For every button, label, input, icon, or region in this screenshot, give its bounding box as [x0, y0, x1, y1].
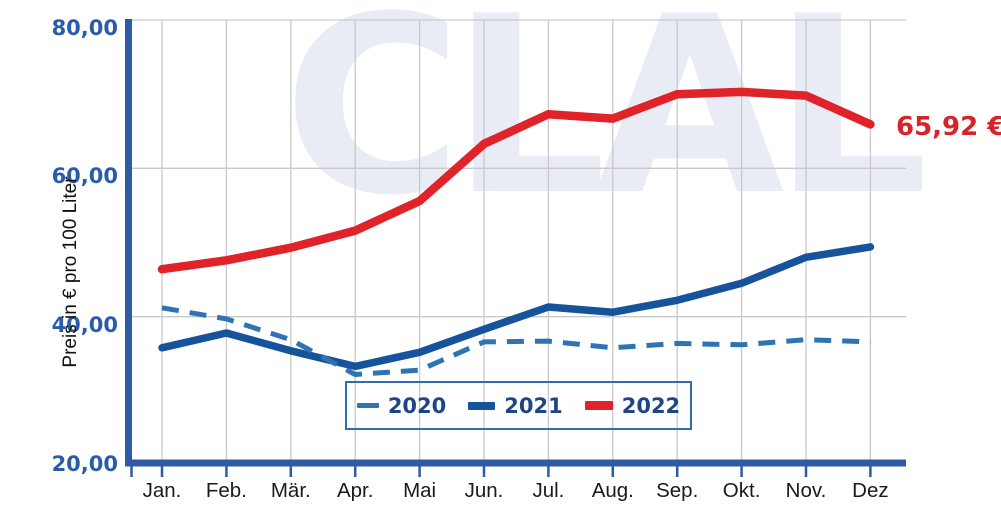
x-axis-line	[125, 459, 906, 467]
legend-label-2021: 2021	[504, 393, 563, 418]
x-tick-label: Feb.	[205, 479, 247, 502]
x-tick-label: Mai	[403, 479, 437, 502]
y-tick-label: 20,00	[51, 452, 118, 476]
legend-item-2021: 2021	[468, 393, 563, 418]
series-line-2021	[158, 243, 875, 371]
x-tick-label: Aug.	[591, 479, 634, 502]
x-tick-label: Jul.	[532, 479, 565, 502]
y-axis-title: Preis in € pro 100 Liter	[60, 176, 81, 368]
legend-item-2022: 2022	[584, 393, 681, 418]
x-tick-label: Apr.	[336, 479, 374, 502]
x-tick-label: Dez	[852, 479, 889, 502]
y-axis-line	[125, 19, 132, 466]
x-tick-label: Okt.	[722, 479, 761, 502]
legend-swatch-2022	[584, 401, 613, 410]
legend-swatch-2020	[356, 403, 379, 408]
legend-swatch-2021	[468, 401, 496, 410]
series-line-2020	[161, 305, 871, 377]
y-tick-label: 60,00	[51, 164, 118, 189]
legend-label-2022: 2022	[621, 393, 681, 418]
last-value-label: 65,92 €	[896, 112, 1001, 142]
y-tick-label: 80,00	[51, 16, 118, 40]
x-tick-label: Nov.	[785, 479, 827, 502]
y-tick-label: 40,00	[51, 312, 118, 337]
legend-label-2020: 2020	[387, 393, 447, 418]
x-tick-label: Sep.	[656, 479, 699, 502]
legend: 2020 2021 2022	[345, 381, 692, 430]
x-tick-label: Jun.	[464, 479, 504, 502]
series-line-2022	[157, 87, 875, 274]
x-tick-label: Jan.	[142, 479, 182, 502]
x-tick-label: Mär.	[270, 479, 311, 502]
legend-item-2020: 2020	[356, 393, 447, 418]
